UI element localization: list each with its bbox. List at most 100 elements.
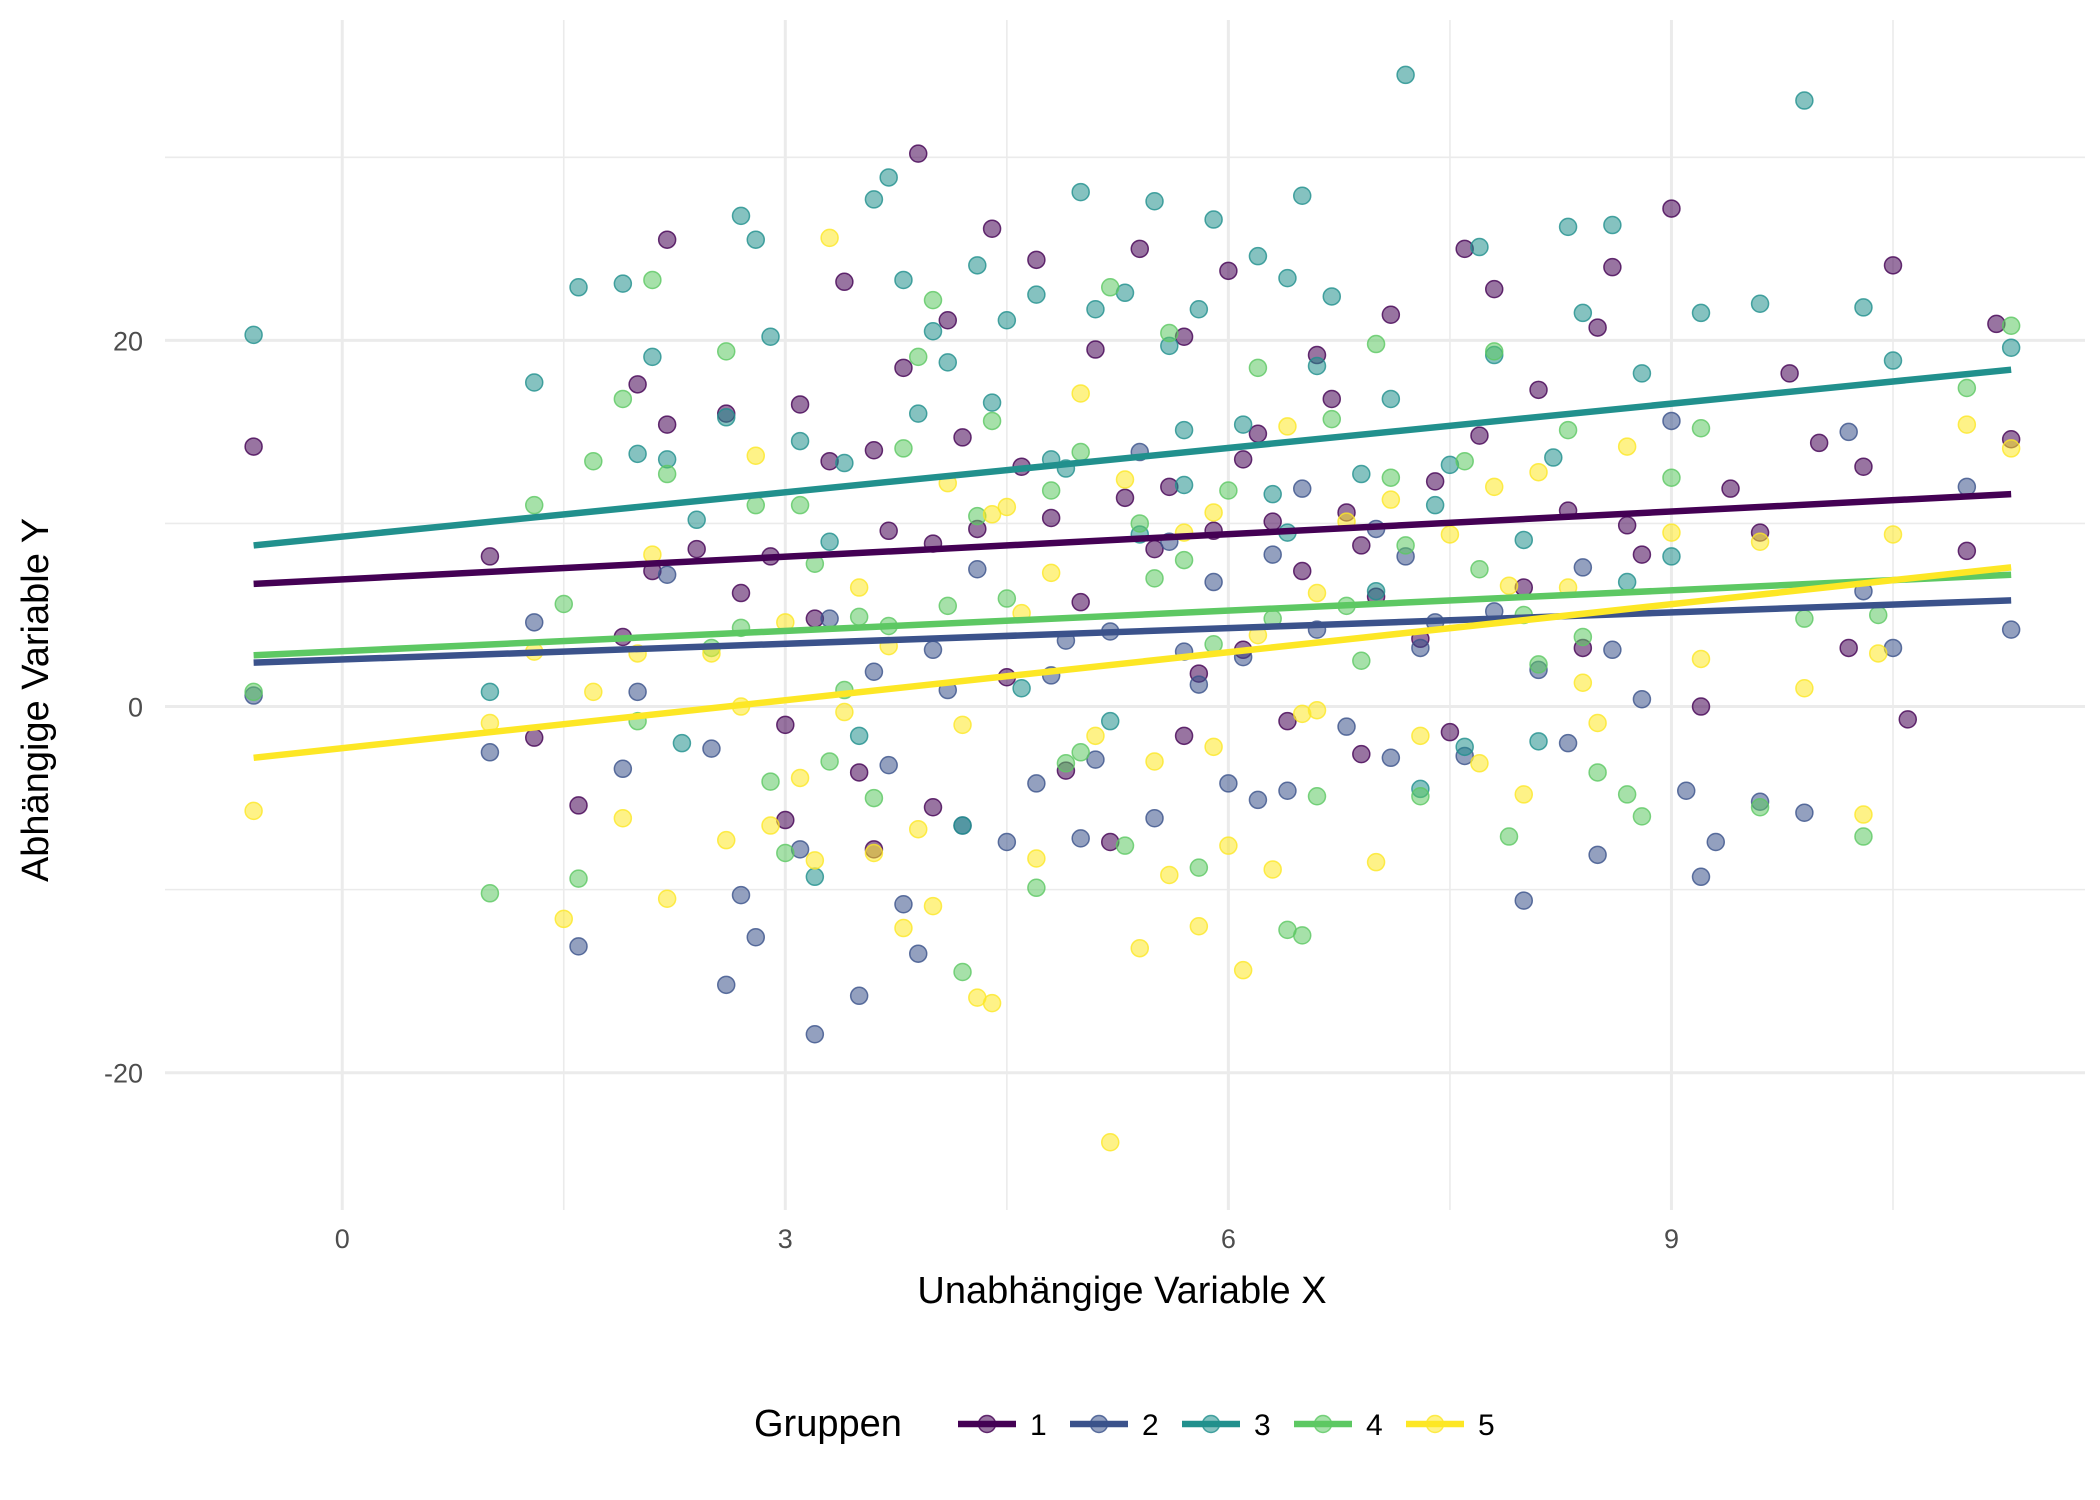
data-point-group-4 — [1292, 926, 1312, 945]
data-point-group-4 — [1499, 827, 1519, 846]
data-point-group-4 — [953, 962, 972, 982]
data-point-group-5 — [1307, 583, 1327, 603]
data-point-group-3 — [1263, 484, 1282, 504]
data-point-group-2 — [879, 755, 898, 775]
data-point-group-4 — [584, 451, 603, 471]
trend-line-group-4 — [253, 571, 2012, 659]
data-point-group-3 — [613, 274, 633, 293]
data-point-group-4 — [2001, 316, 2021, 335]
data-point-group-1 — [1603, 257, 1622, 277]
data-point-group-1 — [1632, 545, 1652, 564]
data-point-group-5 — [1041, 563, 1061, 583]
data-point-group-3 — [1455, 737, 1474, 757]
data-point-group-4 — [1691, 419, 1711, 438]
data-point-group-4 — [820, 752, 839, 771]
data-point-group-5 — [835, 702, 854, 722]
legend-key-point — [1313, 1414, 1333, 1434]
data-point-group-3 — [2001, 338, 2021, 357]
data-point-group-4 — [894, 439, 913, 458]
data-point-group-3 — [982, 393, 1002, 412]
data-point-group-3 — [997, 310, 1017, 330]
data-point-group-4 — [1868, 605, 1888, 625]
trend-line-group-1 — [253, 490, 2012, 588]
data-point-group-5 — [1086, 726, 1105, 746]
data-point-group-4 — [1617, 785, 1637, 804]
y-tick-label: 20 — [113, 326, 143, 356]
data-point-group-4 — [1115, 836, 1135, 855]
legend-item-3: 3 — [1182, 1409, 1271, 1442]
data-point-group-1 — [776, 715, 795, 735]
data-point-group-3 — [1233, 415, 1253, 434]
data-point-group-5 — [1854, 805, 1873, 824]
data-point-group-1 — [1898, 710, 1918, 729]
data-point-group-5 — [1514, 785, 1534, 804]
data-point-group-1 — [982, 219, 1002, 238]
data-point-group-4 — [908, 347, 928, 367]
data-point-group-2 — [1248, 790, 1268, 810]
data-point-group-5 — [1100, 1133, 1120, 1152]
data-point-group-5 — [613, 808, 633, 828]
data-point-group-1 — [864, 440, 884, 460]
data-point-group-5 — [1470, 754, 1489, 773]
legend: Gruppen 1 2 3 4 5 — [754, 1403, 1495, 1445]
data-point-group-5 — [1662, 523, 1681, 542]
data-point-group-2 — [1292, 479, 1312, 498]
data-point-group-2 — [613, 759, 633, 779]
data-point-group-4 — [1130, 514, 1150, 533]
data-point-group-4 — [716, 342, 736, 361]
data-point-group-1 — [1086, 340, 1105, 359]
data-point-group-4 — [923, 290, 943, 310]
data-point-group-2 — [923, 640, 943, 660]
x-tick-label: 0 — [335, 1224, 350, 1254]
data-point-group-2 — [480, 743, 500, 762]
legend-label: 5 — [1478, 1409, 1495, 1442]
data-point-group-3 — [1573, 303, 1593, 323]
data-point-group-3 — [1425, 495, 1445, 515]
data-point-group-2 — [1573, 558, 1593, 577]
data-point-group-5 — [1691, 649, 1711, 669]
data-point-group-4 — [1100, 278, 1120, 297]
data-point-group-2 — [524, 613, 544, 632]
y-tick-label: -20 — [104, 1059, 143, 1089]
x-tick-label: 9 — [1664, 1224, 1679, 1254]
data-point-group-2 — [1603, 640, 1622, 660]
data-point-group-1 — [657, 230, 677, 249]
data-point-group-1 — [1263, 512, 1282, 531]
data-point-group-2 — [569, 937, 588, 956]
data-point-group-4 — [1470, 559, 1489, 579]
data-point-group-3 — [746, 230, 766, 249]
data-point-group-3 — [731, 206, 751, 226]
data-point-group-5 — [1027, 849, 1046, 868]
data-point-group-3 — [849, 726, 869, 746]
data-point-group-1 — [938, 310, 958, 330]
data-point-group-3 — [894, 270, 913, 290]
y-axis-title: Abhängige Variable Y — [15, 518, 57, 882]
data-point-group-5 — [1160, 865, 1179, 885]
data-point-group-4 — [1529, 655, 1548, 674]
data-point-group-5 — [1263, 860, 1282, 879]
data-point-group-3 — [1086, 300, 1105, 319]
data-point-group-2 — [1219, 774, 1238, 793]
data-point-group-2 — [1145, 808, 1164, 828]
legend-item-5: 5 — [1406, 1409, 1495, 1442]
data-point-group-4 — [1957, 378, 1977, 398]
data-point-group-1 — [908, 144, 928, 163]
data-point-group-1 — [1617, 516, 1637, 535]
data-point-group-2 — [1204, 572, 1223, 592]
data-point-group-4 — [1632, 807, 1652, 826]
data-point-group-2 — [1381, 748, 1401, 768]
data-point-group-4 — [1056, 754, 1076, 773]
data-point-group-3 — [790, 431, 810, 451]
data-point-group-5 — [657, 889, 677, 909]
data-point-group-3 — [1248, 246, 1268, 266]
data-point-group-3 — [1750, 294, 1770, 314]
data-point-group-3 — [1795, 91, 1814, 110]
data-point-group-2 — [1086, 750, 1105, 769]
legend-label: 4 — [1366, 1409, 1383, 1442]
data-point-group-4 — [244, 682, 263, 702]
trend-line-group-5 — [253, 564, 2012, 762]
data-point-group-2 — [820, 609, 839, 628]
data-point-group-5 — [584, 682, 603, 702]
data-point-group-1 — [1957, 541, 1977, 561]
